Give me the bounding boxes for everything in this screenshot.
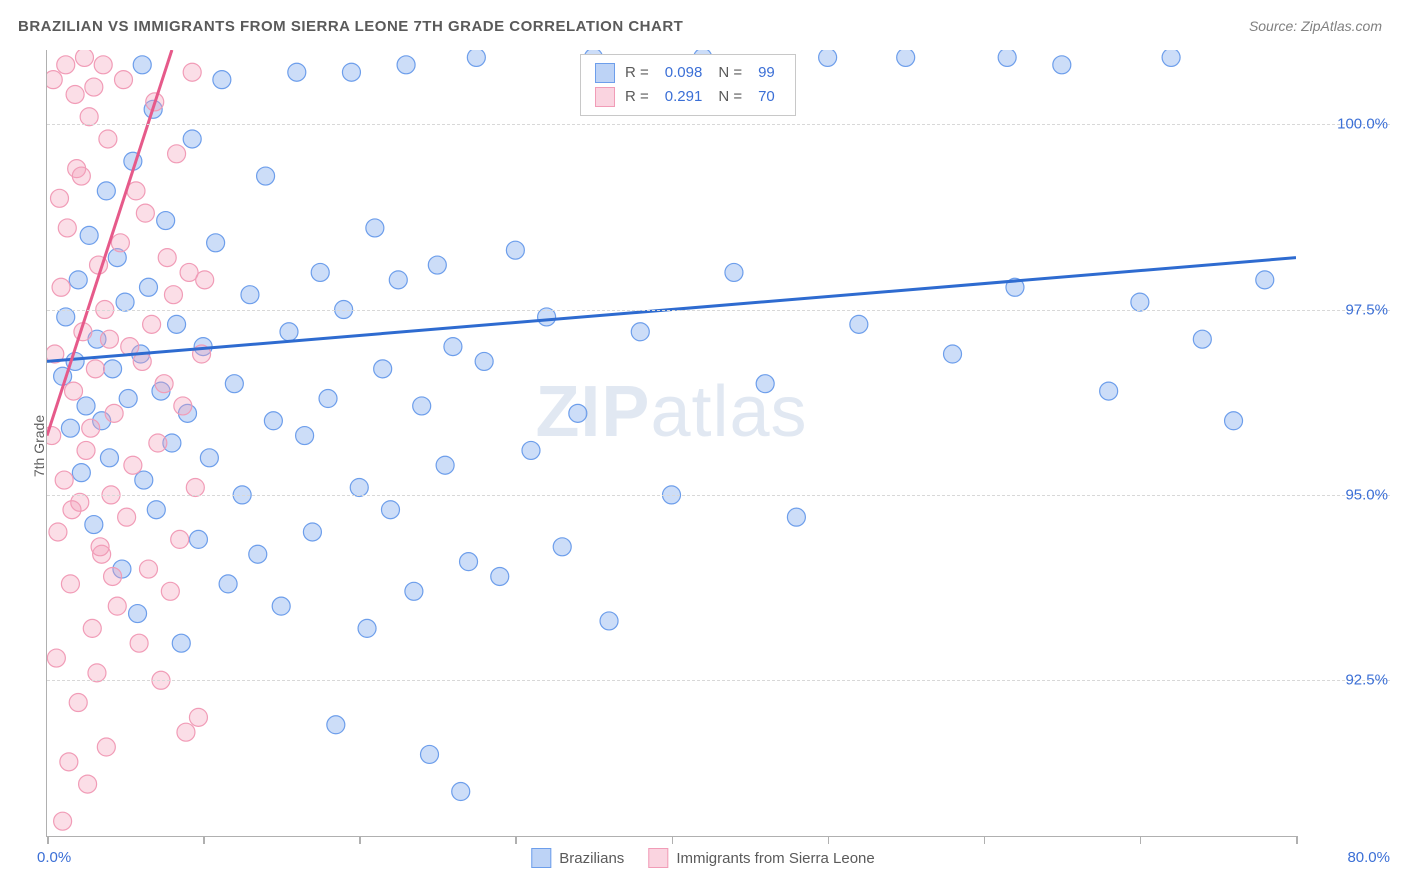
x-tick-start: 0.0% (37, 849, 71, 866)
legend-stat-row: R =0.098N =99 (595, 61, 781, 85)
source-label: Source: ZipAtlas.com (1249, 18, 1382, 34)
chart-container: BRAZILIAN VS IMMIGRANTS FROM SIERRA LEON… (0, 0, 1406, 892)
legend-swatch (648, 848, 668, 868)
chart-svg (47, 50, 1296, 836)
y-tick-label: 95.0% (1345, 486, 1390, 503)
legend-swatch (595, 63, 615, 83)
plot-area: ZIPatlas 0.0% 80.0% 92.5%95.0%97.5%100.0… (46, 50, 1296, 837)
legend-series-label: Immigrants from Sierra Leone (676, 850, 874, 867)
legend-swatch (531, 848, 551, 868)
legend-series-item: Immigrants from Sierra Leone (648, 848, 874, 868)
chart-title: BRAZILIAN VS IMMIGRANTS FROM SIERRA LEON… (18, 18, 683, 35)
y-tick-label: 100.0% (1337, 116, 1390, 133)
legend-correlation: R =0.098N =99R =0.291N =70 (580, 54, 796, 116)
y-axis-label: 7th Grade (31, 415, 47, 477)
legend-series: Brazilians Immigrants from Sierra Leone (531, 848, 874, 868)
y-tick-label: 92.5% (1345, 672, 1390, 689)
legend-series-label: Brazilians (559, 850, 624, 867)
legend-stat-row: R =0.291N =70 (595, 85, 781, 109)
legend-series-item: Brazilians (531, 848, 624, 868)
y-tick-label: 97.5% (1345, 301, 1390, 318)
x-tick-end: 80.0% (1347, 849, 1390, 866)
legend-swatch (595, 87, 615, 107)
